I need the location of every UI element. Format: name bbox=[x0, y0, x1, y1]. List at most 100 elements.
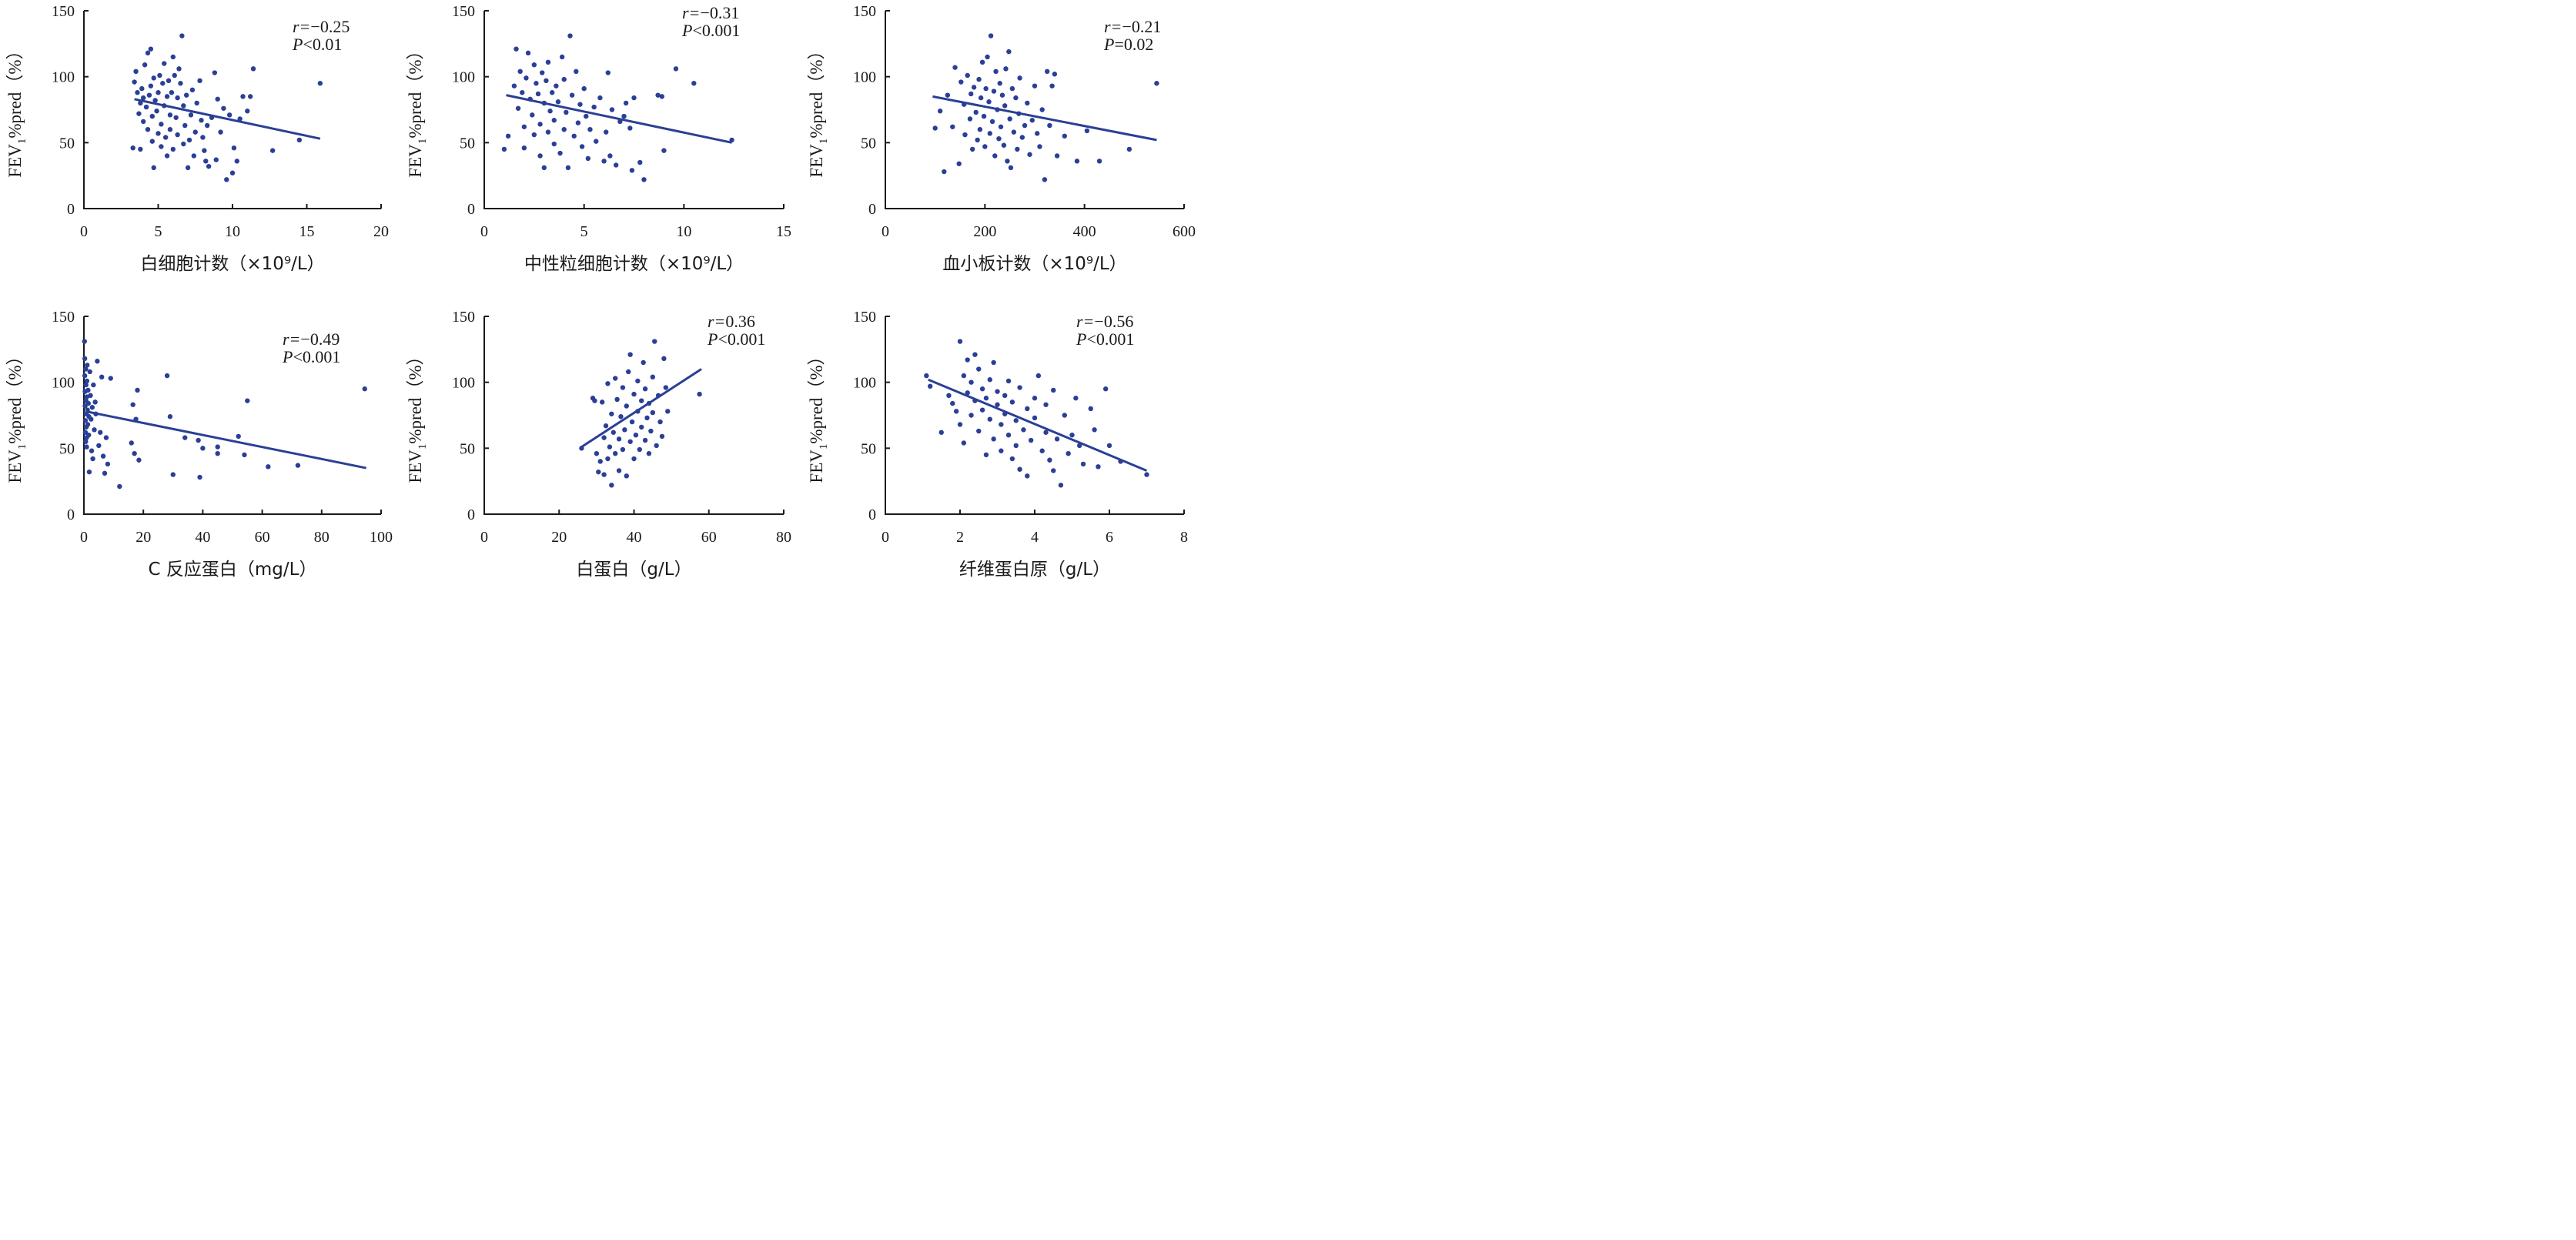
y-axis-label-main: FEV bbox=[5, 450, 25, 483]
data-point bbox=[976, 366, 982, 372]
data-point bbox=[85, 363, 90, 368]
data-point bbox=[145, 50, 151, 56]
y-axis-label-rest: %pred（%） bbox=[5, 42, 25, 138]
data-point bbox=[200, 446, 206, 451]
data-point bbox=[83, 366, 89, 372]
y-tick-label: 150 bbox=[853, 3, 876, 20]
y-tick-label: 100 bbox=[853, 375, 876, 392]
data-point bbox=[524, 75, 529, 81]
y-axis-label-rest: %pred（%） bbox=[5, 347, 25, 443]
data-point bbox=[175, 132, 180, 138]
data-point bbox=[84, 378, 90, 384]
data-point bbox=[997, 81, 1002, 86]
data-point bbox=[266, 464, 271, 470]
data-point bbox=[626, 369, 631, 375]
scatter-panel-4: 0 20 40 60 80 100 0 50 100 150 C 反应蛋白（mg/L） FEV1%pr… bbox=[5, 309, 393, 580]
regression-line bbox=[928, 378, 1148, 472]
data-point bbox=[269, 148, 276, 153]
r-symbol: r= bbox=[1076, 312, 1094, 331]
y-tick-label: 50 bbox=[861, 440, 876, 457]
data-point bbox=[985, 54, 990, 60]
data-point bbox=[999, 422, 1004, 427]
data-point bbox=[91, 382, 96, 388]
y-tick-label: 150 bbox=[52, 3, 75, 20]
data-point bbox=[189, 87, 196, 93]
data-point bbox=[166, 78, 172, 84]
data-point bbox=[83, 439, 89, 444]
data-point bbox=[521, 145, 527, 151]
data-point bbox=[196, 437, 201, 443]
data-point bbox=[1092, 427, 1097, 433]
data-point bbox=[654, 443, 659, 449]
p-symbol: P bbox=[292, 35, 303, 54]
data-point bbox=[1052, 72, 1058, 77]
data-point bbox=[618, 414, 624, 419]
y-tick-label: 150 bbox=[452, 309, 475, 326]
data-point bbox=[642, 437, 648, 443]
y-axis-label: FEV1%pred（%） bbox=[807, 42, 830, 177]
data-point bbox=[620, 385, 626, 390]
data-point bbox=[242, 452, 247, 458]
data-point bbox=[250, 66, 256, 72]
data-point bbox=[624, 403, 629, 409]
data-point bbox=[551, 141, 557, 147]
data-point bbox=[659, 94, 665, 99]
data-point bbox=[1035, 131, 1040, 136]
data-point bbox=[1074, 159, 1080, 164]
data-point bbox=[159, 144, 164, 149]
data-point bbox=[976, 76, 982, 82]
data-point bbox=[200, 135, 206, 140]
y-axis-label-subscript: 1 bbox=[818, 139, 830, 145]
data-point bbox=[102, 470, 108, 476]
data-point bbox=[605, 456, 611, 462]
data-point bbox=[661, 356, 667, 362]
data-point bbox=[1032, 415, 1038, 421]
data-point bbox=[983, 396, 989, 401]
data-point bbox=[612, 376, 618, 381]
data-point bbox=[956, 161, 962, 166]
p-value-annotation: P<0.001 bbox=[681, 21, 740, 40]
x-tick-label: 100 bbox=[370, 529, 393, 546]
data-point bbox=[212, 70, 218, 75]
data-point bbox=[99, 374, 105, 380]
y-tick-label: 150 bbox=[853, 309, 876, 326]
regression-line bbox=[85, 409, 366, 470]
x-tick-label: 4 bbox=[1031, 529, 1039, 546]
y-axis-label-main: FEV bbox=[5, 144, 25, 178]
data-point bbox=[928, 383, 933, 389]
data-point bbox=[995, 389, 1000, 394]
data-point bbox=[609, 411, 614, 416]
data-point bbox=[194, 100, 199, 106]
data-point bbox=[160, 81, 166, 86]
data-point bbox=[82, 429, 89, 435]
x-tick-label: 600 bbox=[1173, 223, 1196, 240]
data-point bbox=[197, 474, 202, 480]
data-point bbox=[601, 435, 607, 440]
data-point bbox=[633, 433, 639, 438]
p-value: <0.001 bbox=[718, 329, 765, 349]
data-point bbox=[1054, 436, 1060, 442]
data-point bbox=[1009, 456, 1015, 462]
r-symbol: r= bbox=[283, 329, 300, 349]
x-axis-label: 中性粒细胞计数（×10⁹/L） bbox=[524, 254, 744, 274]
data-point bbox=[631, 456, 637, 462]
p-value-annotation: P<0.001 bbox=[282, 347, 340, 366]
data-point bbox=[520, 90, 525, 95]
data-point bbox=[1029, 118, 1035, 123]
r-symbol: r= bbox=[682, 3, 700, 22]
data-point bbox=[1002, 103, 1008, 109]
data-point bbox=[98, 429, 103, 435]
data-point bbox=[82, 356, 88, 362]
y-tick-label: 0 bbox=[467, 506, 475, 523]
data-point bbox=[172, 72, 177, 79]
data-point bbox=[569, 92, 575, 98]
data-point bbox=[514, 46, 519, 52]
data-point bbox=[597, 459, 603, 464]
data-point bbox=[979, 386, 985, 392]
y-axis-label-main: FEV bbox=[807, 144, 826, 178]
data-point bbox=[135, 90, 140, 95]
data-point bbox=[958, 79, 964, 85]
data-point bbox=[130, 402, 135, 407]
data-point bbox=[146, 92, 152, 98]
data-point bbox=[545, 59, 551, 65]
